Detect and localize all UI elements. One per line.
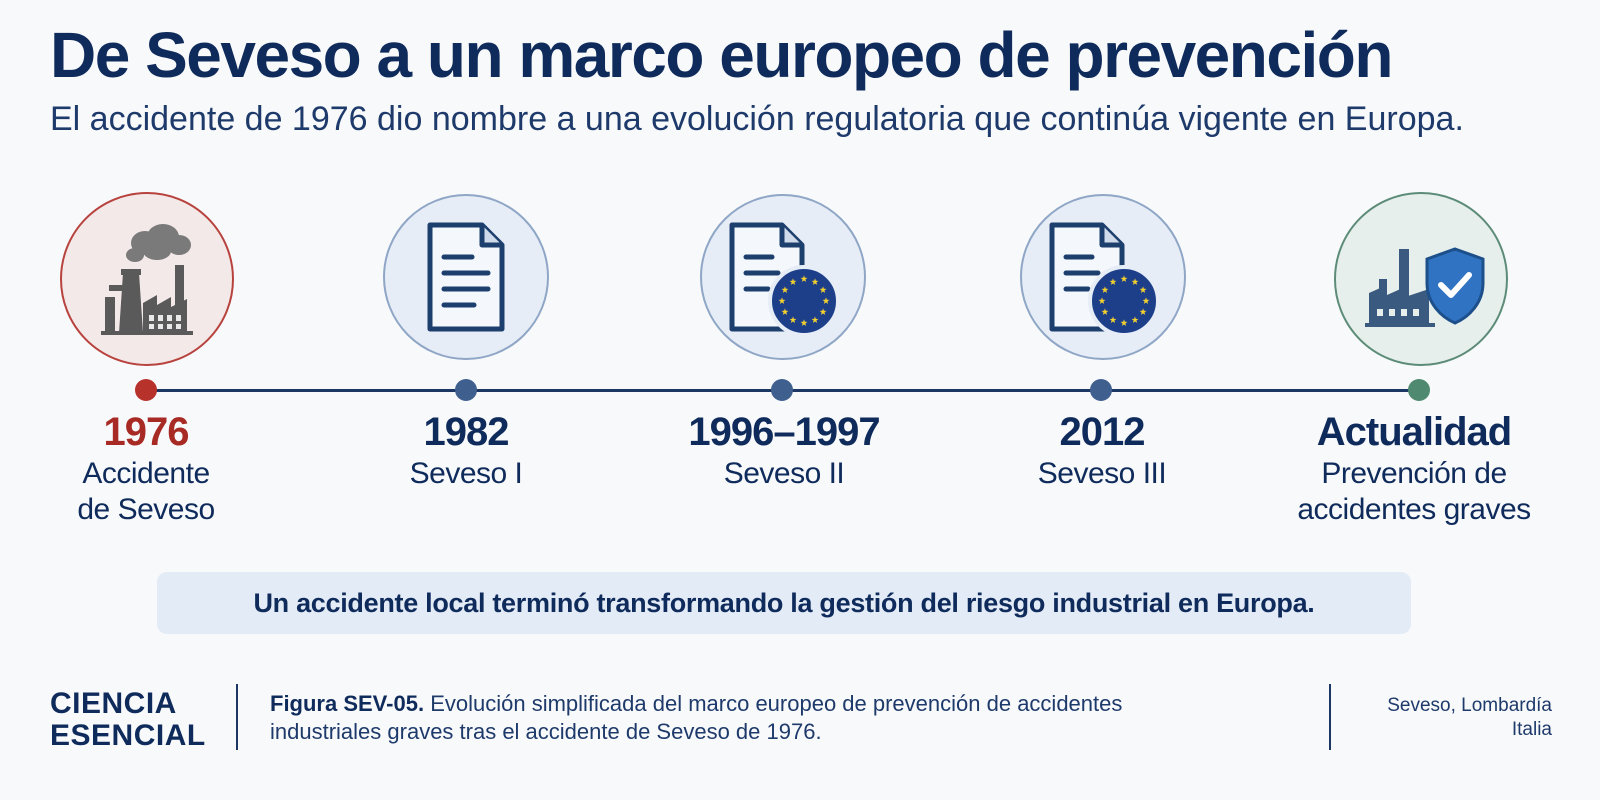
milestone-year: 1982: [423, 410, 510, 454]
eu-star-icon: [1098, 297, 1106, 304]
brand-line: ESENCIAL: [50, 719, 206, 752]
milestone-2012-icon-circle: [1020, 194, 1186, 360]
milestone-year: 2012: [1059, 410, 1146, 454]
document-eu-icon: [1049, 222, 1160, 337]
eu-star-icon: [1131, 316, 1139, 323]
milestone-year: 1976: [103, 410, 190, 454]
milestone-1982: 1982 Seveso I: [326, 408, 606, 492]
eu-star-icon: [819, 286, 827, 293]
milestone-1996-icon-circle: [700, 194, 866, 360]
caption-text: industriales graves tras el accidente de…: [270, 719, 822, 744]
footer-divider: [236, 684, 238, 750]
eu-star-icon: [822, 297, 830, 304]
milestone-actualidad-icon-circle: [1334, 192, 1508, 366]
eu-star-icon: [819, 308, 827, 315]
caption-label: Figura SEV-05.: [270, 691, 425, 716]
eu-star-icon: [789, 278, 797, 285]
caption-text: Evolución simplificada del marco europeo…: [430, 691, 1123, 716]
eu-star-icon: [1101, 286, 1109, 293]
eu-star-icon: [1101, 308, 1109, 315]
milestone-year: 1996–1997: [688, 410, 880, 454]
figure-caption: Figura SEV-05. Evolución simplificada de…: [270, 690, 1270, 746]
milestone-1976-icon-circle: [60, 192, 234, 366]
milestone-desc: Seveso III: [1037, 457, 1167, 490]
timeline-node-2012: [1090, 379, 1112, 401]
milestone-desc: de Seveso: [77, 493, 215, 526]
eu-star-icon: [789, 316, 797, 323]
timeline-node-1976: [135, 379, 157, 401]
milestone-desc: Seveso II: [723, 457, 845, 490]
brand-logo: CIENCIA ESENCIAL: [50, 688, 206, 752]
milestone-desc: accidentes graves: [1297, 493, 1531, 526]
eu-star-icon: [1131, 278, 1139, 285]
eu-star-icon: [1109, 316, 1117, 323]
milestone-2012: 2012 Seveso III: [962, 408, 1242, 492]
eu-star-icon: [781, 286, 789, 293]
eu-star-icon: [800, 275, 808, 282]
eu-star-icon: [811, 316, 819, 323]
milestone-desc: Prevención de: [1321, 457, 1507, 490]
eu-star-icon: [811, 278, 819, 285]
eu-star-icon: [1139, 308, 1147, 315]
milestone-actualidad: Actualidad Prevención de accidentes grav…: [1274, 408, 1554, 528]
timeline-node-1996: [771, 379, 793, 401]
milestone-desc: Seveso I: [409, 457, 523, 490]
document-icon: [427, 222, 505, 332]
footer-divider: [1329, 684, 1331, 750]
factory-smoke-icon: [101, 224, 193, 335]
location-line: Seveso, Lombardía: [1387, 695, 1552, 716]
eu-star-icon: [781, 308, 789, 315]
milestone-1996: 1996–1997 Seveso II: [644, 408, 924, 492]
milestone-year: Actualidad: [1316, 410, 1512, 454]
eu-star-icon: [778, 297, 786, 304]
eu-star-icon: [1120, 319, 1128, 326]
page-subtitle: El accidente de 1976 dio nombre a una ev…: [50, 100, 1464, 138]
location-line: Italia: [1511, 719, 1552, 740]
eu-star-icon: [1139, 286, 1147, 293]
eu-star-icon: [800, 319, 808, 326]
key-message-banner: Un accidente local terminó transformando…: [157, 572, 1411, 634]
eu-star-icon: [1120, 275, 1128, 282]
timeline-node-actualidad: [1408, 379, 1430, 401]
document-eu-icon: [729, 222, 840, 337]
milestone-1982-icon-circle: [383, 194, 549, 360]
timeline-node-1982: [455, 379, 477, 401]
eu-star-icon: [1142, 297, 1150, 304]
location-label: Seveso, Lombardía Italia: [1387, 694, 1552, 742]
factory-shield-icon: [1365, 247, 1485, 327]
milestone-1976: 1976 Accidente de Seveso: [6, 408, 286, 528]
milestone-desc: Accidente: [82, 457, 210, 490]
brand-line: CIENCIA: [50, 687, 177, 720]
eu-star-icon: [1109, 278, 1117, 285]
page-title: De Seveso a un marco europeo de prevenci…: [50, 19, 1393, 91]
